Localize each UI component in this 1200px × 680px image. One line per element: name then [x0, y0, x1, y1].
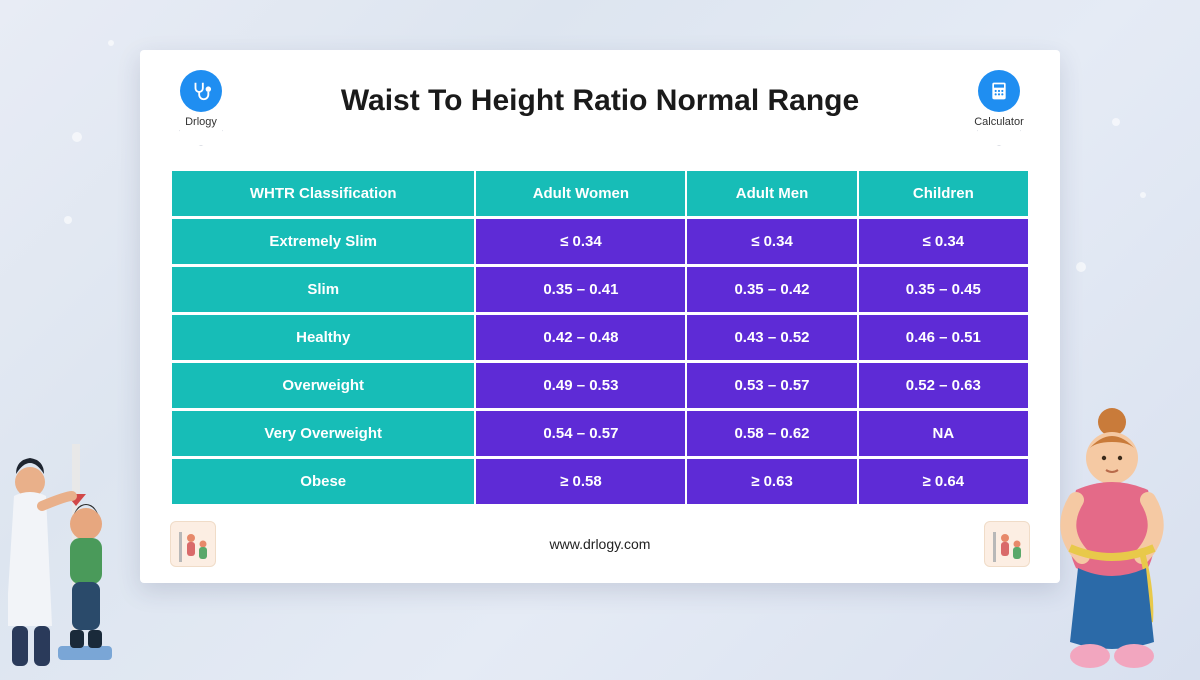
- page-title: Waist To Height Ratio Normal Range: [232, 70, 968, 118]
- cell-category: Obese: [172, 459, 474, 504]
- table-row: Extremely Slim ≤ 0.34 ≤ 0.34 ≤ 0.34: [172, 219, 1028, 264]
- brand-label: Drlogy: [185, 116, 217, 128]
- cell-value: 0.46 – 0.51: [859, 315, 1028, 360]
- cell-value: 0.35 – 0.42: [687, 267, 856, 312]
- table-row: Very Overweight 0.54 – 0.57 0.58 – 0.62 …: [172, 411, 1028, 456]
- cell-category: Healthy: [172, 315, 474, 360]
- bg-dot: [1140, 192, 1146, 198]
- cell-value: 0.58 – 0.62: [687, 411, 856, 456]
- cell-value: ≥ 0.63: [687, 459, 856, 504]
- whtr-table: WHTR Classification Adult Women Adult Me…: [170, 168, 1030, 507]
- bg-dot: [1076, 262, 1086, 272]
- cell-value: ≥ 0.58: [476, 459, 685, 504]
- site-url: www.drlogy.com: [550, 536, 651, 552]
- table-row: Healthy 0.42 – 0.48 0.43 – 0.52 0.46 – 0…: [172, 315, 1028, 360]
- table-row: Overweight 0.49 – 0.53 0.53 – 0.57 0.52 …: [172, 363, 1028, 408]
- height-measure-mini-icon: [984, 521, 1030, 567]
- doctor-measuring-child-illustration: [8, 436, 168, 676]
- calculator-label: Calculator: [974, 116, 1024, 128]
- bg-dot: [108, 40, 114, 46]
- cell-category: Very Overweight: [172, 411, 474, 456]
- cell-value: 0.35 – 0.41: [476, 267, 685, 312]
- col-children: Children: [859, 171, 1028, 216]
- calculator-badge: Calculator: [968, 70, 1030, 146]
- cell-value: 0.49 – 0.53: [476, 363, 685, 408]
- cell-category: Overweight: [172, 363, 474, 408]
- cell-value: 0.54 – 0.57: [476, 411, 685, 456]
- col-men: Adult Men: [687, 171, 856, 216]
- calculator-icon: [978, 70, 1020, 112]
- cell-value: 0.35 – 0.45: [859, 267, 1028, 312]
- waist-measuring-illustration: [1026, 400, 1196, 680]
- col-women: Adult Women: [476, 171, 685, 216]
- height-measure-mini-icon: [170, 521, 216, 567]
- card-header: Drlogy Waist To Height Ratio Normal Rang…: [170, 70, 1030, 146]
- ribbon-chevron-icon: [179, 130, 223, 146]
- stethoscope-icon: [180, 70, 222, 112]
- cell-value: ≤ 0.34: [859, 219, 1028, 264]
- cell-value: 0.42 – 0.48: [476, 315, 685, 360]
- col-classification: WHTR Classification: [172, 171, 474, 216]
- cell-value: ≤ 0.34: [687, 219, 856, 264]
- table-header-row: WHTR Classification Adult Women Adult Me…: [172, 171, 1028, 216]
- cell-value: NA: [859, 411, 1028, 456]
- cell-value: ≥ 0.64: [859, 459, 1028, 504]
- cell-value: 0.53 – 0.57: [687, 363, 856, 408]
- card-footer: www.drlogy.com: [170, 521, 1030, 567]
- ribbon-chevron-icon: [977, 130, 1021, 146]
- cell-value: ≤ 0.34: [476, 219, 685, 264]
- cell-value: 0.52 – 0.63: [859, 363, 1028, 408]
- table-row: Obese ≥ 0.58 ≥ 0.63 ≥ 0.64: [172, 459, 1028, 504]
- table-row: Slim 0.35 – 0.41 0.35 – 0.42 0.35 – 0.45: [172, 267, 1028, 312]
- brand-badge: Drlogy: [170, 70, 232, 146]
- bg-dot: [72, 132, 82, 142]
- cell-category: Extremely Slim: [172, 219, 474, 264]
- bg-dot: [64, 216, 72, 224]
- bg-dot: [1112, 118, 1120, 126]
- info-card: Drlogy Waist To Height Ratio Normal Rang…: [140, 50, 1060, 583]
- cell-category: Slim: [172, 267, 474, 312]
- cell-value: 0.43 – 0.52: [687, 315, 856, 360]
